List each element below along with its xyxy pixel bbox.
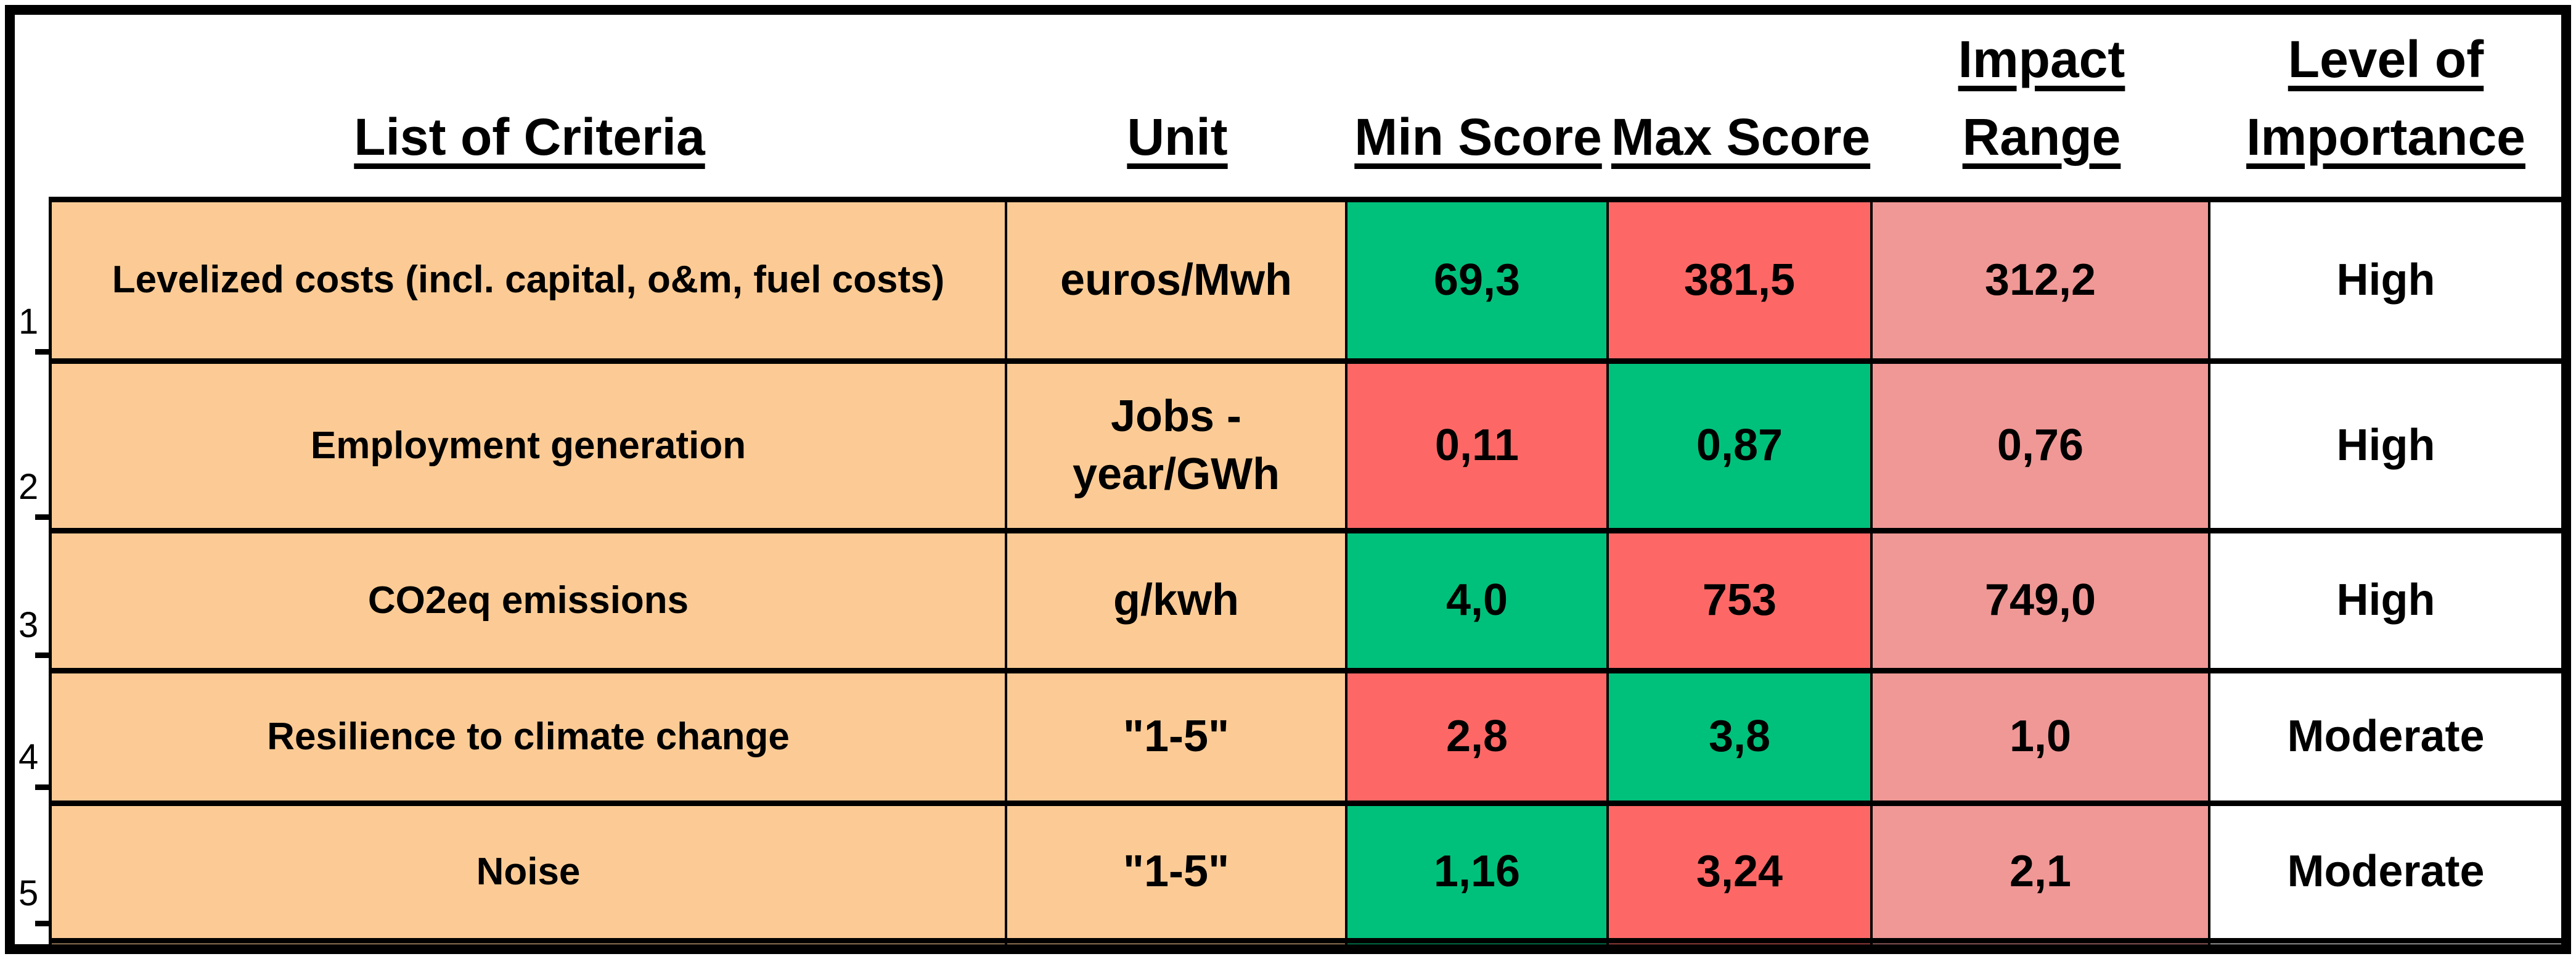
criteria-cell-row5: Noise xyxy=(52,806,1007,944)
row-number-5: 5 xyxy=(15,790,49,926)
header-level-of-importance-line2: Importance xyxy=(2246,108,2525,166)
impact-range-cell-row5: 2,1 xyxy=(1873,806,2210,944)
importance-cell-row5: Moderate xyxy=(2210,806,2561,944)
row-number-spacer xyxy=(15,926,49,944)
header-unit-label: Unit xyxy=(1127,108,1228,166)
importance-cell-row1: High xyxy=(2210,202,2561,364)
header-max-score: Max Score xyxy=(1609,98,1873,197)
impact-range-cell-row1: 312,2 xyxy=(1873,202,2210,364)
criteria-table-frame: List of Criteria Unit Min Score Max Scor… xyxy=(5,5,2571,954)
min-score-cell-row3: 4,0 xyxy=(1347,533,1609,673)
criteria-cell-row3: CO2eq emissions xyxy=(52,533,1007,673)
criteria-cell-row1: Levelized costs (incl. capital, o&m, fue… xyxy=(52,202,1007,364)
max-score-cell-row2: 0,87 xyxy=(1609,364,1873,533)
unit-cell-row1: euros/Mwh xyxy=(1007,202,1347,364)
unit-cell-row4: "1-5" xyxy=(1007,673,1347,806)
impact-range-cell-row2: 0,76 xyxy=(1873,364,2210,533)
row-number-2: 2 xyxy=(15,355,49,520)
min-score-cell-row5: 1,16 xyxy=(1347,806,1609,944)
partial-row-cell-6 xyxy=(2210,944,2561,950)
max-score-cell-row1: 381,5 xyxy=(1609,202,1873,364)
partial-row-cell-3 xyxy=(1347,944,1609,950)
unit-cell-row3: g/kwh xyxy=(1007,533,1347,673)
row-number-3: 3 xyxy=(15,520,49,659)
partial-row-cell-1 xyxy=(52,944,1007,950)
header-unit: Unit xyxy=(1007,98,1347,197)
header-list-of-criteria-label: List of Criteria xyxy=(354,108,705,166)
impact-range-cell-row3: 749,0 xyxy=(1873,533,2210,673)
row-number-1: 1 xyxy=(15,197,49,355)
importance-cell-row3: High xyxy=(2210,533,2561,673)
max-score-cell-row4: 3,8 xyxy=(1609,673,1873,806)
min-score-cell-row2: 0,11 xyxy=(1347,364,1609,533)
criteria-table-body: Levelized costs (incl. capital, o&m, fue… xyxy=(49,197,2561,944)
unit-cell-row5: "1-5" xyxy=(1007,806,1347,944)
min-score-cell-row4: 2,8 xyxy=(1347,673,1609,806)
header-level-of-importance-line1: Level of xyxy=(2288,30,2484,88)
criteria-cell-row4: Resilience to climate change xyxy=(52,673,1007,806)
partial-row-cell-2 xyxy=(1007,944,1347,950)
header-min-score: Min Score xyxy=(1347,98,1609,197)
row-number-4: 4 xyxy=(15,658,49,790)
header-impact-range: Impact Range xyxy=(1873,20,2210,197)
importance-cell-row2: High xyxy=(2210,364,2561,533)
table-header-row: List of Criteria Unit Min Score Max Scor… xyxy=(52,15,2561,197)
max-score-cell-row3: 753 xyxy=(1609,533,1873,673)
min-score-cell-row1: 69,3 xyxy=(1347,202,1609,364)
criteria-cell-row2: Employment generation xyxy=(52,364,1007,533)
partial-row-cell-5 xyxy=(1873,944,2210,950)
unit-cell-row2: Jobs - year/GWh xyxy=(1007,364,1347,533)
partial-row-cell-4 xyxy=(1609,944,1873,950)
impact-range-cell-row4: 1,0 xyxy=(1873,673,2210,806)
header-impact-range-label: Impact Range xyxy=(1958,30,2125,166)
header-level-of-importance: Level of Importance xyxy=(2210,20,2561,197)
header-min-score-label: Min Score xyxy=(1354,108,1602,166)
importance-cell-row4: Moderate xyxy=(2210,673,2561,806)
max-score-cell-row5: 3,24 xyxy=(1609,806,1873,944)
header-list-of-criteria: List of Criteria xyxy=(52,98,1007,197)
header-max-score-label: Max Score xyxy=(1611,108,1871,166)
